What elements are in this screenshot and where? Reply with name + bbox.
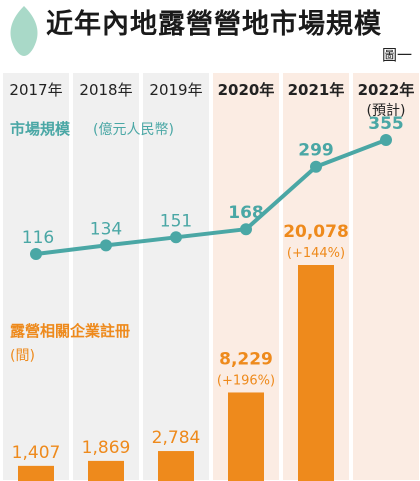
year-label: 2021年 (288, 81, 345, 99)
registrations-bar (158, 451, 194, 481)
registrations-value: 1,407 (12, 443, 61, 463)
year-label: 2022年 (358, 81, 415, 99)
registrations-bar (88, 460, 124, 481)
market-size-point (240, 223, 252, 236)
market-size-value: 134 (90, 219, 122, 239)
registrations-growth: (+196%) (217, 373, 275, 388)
market-size-point (170, 231, 182, 244)
line-series-title: 市場規模 (10, 120, 71, 138)
column-bg (3, 73, 69, 480)
registrations-value: 2,784 (152, 428, 201, 448)
market-size-line (35, 138, 387, 256)
market-size-point (380, 134, 392, 146)
column-bg (73, 73, 139, 480)
year-note: (預計) (367, 103, 406, 119)
figure-label: 圖一 (381, 46, 412, 64)
bar-series-title: 露營相關企業註冊 (10, 322, 130, 340)
market-size-point (100, 239, 112, 252)
registrations-bar (228, 392, 264, 481)
market-size-point (310, 160, 322, 173)
leaf-icon (10, 6, 38, 56)
line-series-unit: (億元人民幣) (93, 122, 174, 138)
year-label: 2020年 (218, 81, 275, 99)
year-label: 2019年 (149, 81, 202, 99)
year-label: 2017年 (9, 81, 62, 99)
chart-title: 近年內地露營營地市場規模 (46, 9, 382, 40)
registrations-value: 1,869 (82, 438, 131, 458)
chart-area: 2017年 2018年 2019年 2020年 2021年 2022年 (預計) 市場規模 (億… (3, 73, 419, 481)
bar-series-unit: (間) (10, 348, 35, 364)
registrations-value: 8,229 (219, 349, 273, 369)
year-label: 2018年 (79, 81, 132, 99)
registrations-bar (18, 465, 54, 481)
column-bg (143, 73, 209, 480)
market-size-value: 299 (298, 141, 334, 161)
market-size-value: 355 (368, 114, 404, 134)
registrations-growth: (+144%) (287, 246, 345, 261)
registrations-value: 20,078 (283, 222, 349, 242)
market-size-point (30, 248, 42, 260)
chart-header: 近年內地露營營地市場規模 圖一 (0, 0, 420, 64)
market-size-value: 116 (22, 228, 54, 248)
registrations-bar (298, 265, 334, 481)
market-size-value: 168 (228, 203, 264, 223)
market-size-value: 151 (160, 211, 192, 231)
